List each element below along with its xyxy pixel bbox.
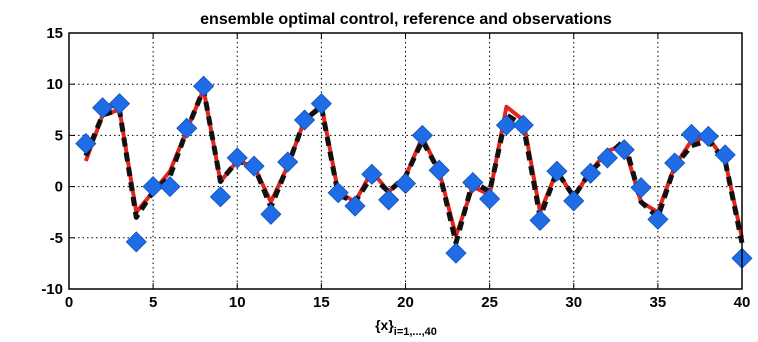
observation-marker	[647, 208, 669, 230]
x-axis-label: {x}i=1,...,40	[375, 317, 437, 337]
observation-marker	[462, 171, 484, 194]
observation-marker	[243, 155, 265, 177]
observation-marker	[142, 176, 164, 198]
plot-series	[75, 75, 753, 269]
x-axis-label-subscript: i=1,...,40	[394, 326, 437, 337]
y-tick-label: -5	[50, 230, 63, 247]
observation-marker	[92, 97, 114, 119]
observation-marker	[327, 182, 349, 204]
observation-marker	[361, 163, 383, 185]
observation-marker	[697, 125, 719, 147]
observation-marker	[394, 172, 417, 195]
observation-marker	[344, 195, 366, 217]
x-tick-label: 35	[650, 294, 667, 311]
observation-marker	[193, 75, 215, 97]
reference-series-line	[83, 86, 745, 246]
y-tick-label: -10	[41, 281, 63, 298]
observation-marker	[176, 117, 198, 139]
observation-marker	[75, 133, 97, 155]
observation-marker	[226, 147, 248, 169]
observation-marker	[664, 152, 686, 174]
observation-marker	[260, 203, 282, 225]
observation-marker	[563, 190, 585, 212]
axis-ticks: 0 5 10 15 20 25 30 35 40 15 10 5 0 -5 -10	[41, 25, 750, 311]
observation-marker	[529, 209, 551, 231]
observation-marker	[310, 93, 332, 115]
observation-marker	[428, 159, 450, 181]
observation-marker	[680, 123, 703, 145]
x-tick-label: 20	[397, 294, 414, 311]
y-tick-label: 10	[46, 76, 63, 93]
observation-marker	[596, 147, 618, 169]
x-axis-label-main: {x}	[375, 317, 394, 333]
observation-marker	[495, 114, 518, 136]
observation-marker	[125, 231, 147, 253]
observation-marker	[277, 151, 299, 173]
observation-marker	[411, 124, 433, 146]
y-tick-label: 15	[46, 25, 63, 42]
observation-marker	[378, 189, 400, 211]
x-tick-label: 0	[65, 294, 73, 311]
x-tick-label: 10	[229, 294, 246, 311]
observation-marker	[108, 93, 131, 115]
observation-marker	[714, 144, 736, 166]
observation-marker	[546, 160, 568, 182]
plot-frame	[68, 32, 743, 290]
observation-marker	[159, 176, 181, 198]
grid	[69, 33, 742, 289]
y-tick-label: 0	[55, 179, 63, 196]
observation-marker	[630, 177, 652, 199]
observation-marker	[293, 109, 316, 131]
observation-marker	[613, 139, 635, 161]
observation-marker	[512, 114, 534, 136]
observation-marker	[580, 162, 602, 184]
observation-marker	[479, 188, 501, 210]
x-tick-label: 30	[565, 294, 582, 311]
x-tick-label: 40	[734, 294, 751, 311]
observation-marker	[445, 242, 467, 264]
y-tick-label: 5	[55, 127, 63, 144]
x-tick-label: 15	[313, 294, 330, 311]
observation-marker	[209, 186, 231, 208]
x-tick-label: 5	[149, 294, 157, 311]
x-tick-label: 25	[481, 294, 498, 311]
chart-title: ensemble optimal control, reference and …	[200, 11, 612, 28]
